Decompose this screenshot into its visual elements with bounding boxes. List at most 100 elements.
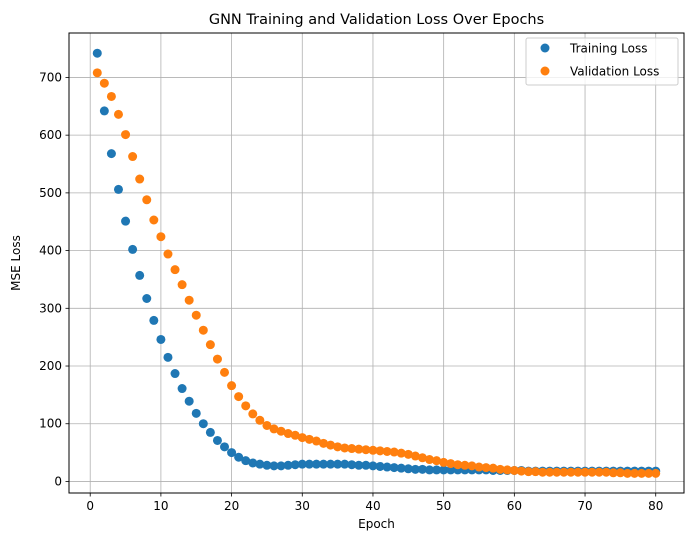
chart-title: GNN Training and Validation Loss Over Ep…: [209, 12, 544, 28]
training-loss-point: [262, 460, 272, 470]
validation-loss-point: [262, 420, 272, 430]
validation-loss-point: [234, 392, 244, 402]
validation-loss-point: [559, 467, 569, 477]
validation-loss-point: [276, 426, 286, 436]
legend-marker-training-loss: [540, 43, 550, 53]
validation-loss-point: [149, 215, 159, 225]
training-loss-point: [290, 460, 300, 470]
validation-loss-point: [297, 433, 307, 443]
training-loss-point: [227, 448, 237, 458]
validation-loss-point: [417, 453, 427, 463]
training-loss-point: [106, 149, 116, 159]
training-loss-point: [149, 315, 159, 325]
training-loss-point: [234, 452, 244, 462]
points-layer: [92, 48, 661, 478]
validation-loss-point: [488, 463, 498, 473]
validation-loss-point: [587, 467, 597, 477]
legend-label-training-loss: Training Loss: [569, 42, 647, 56]
training-loss-point: [198, 419, 208, 429]
y-tick-label: 300: [39, 301, 62, 315]
validation-loss-point: [283, 429, 293, 439]
training-loss-point: [283, 460, 293, 470]
training-loss-point: [92, 48, 102, 58]
training-loss-point: [382, 462, 392, 472]
training-loss-point: [135, 270, 145, 280]
training-loss-point: [318, 459, 328, 469]
training-loss-point: [191, 408, 201, 418]
validation-loss-point: [311, 436, 321, 446]
training-loss-point: [297, 459, 307, 469]
validation-loss-point: [241, 401, 251, 411]
training-loss-point: [410, 464, 420, 474]
legend: Training Loss Validation Loss: [525, 37, 679, 86]
y-tick-label: 200: [39, 359, 62, 373]
legend-label-validation-loss: Validation Loss: [570, 65, 659, 79]
validation-loss-point: [92, 68, 102, 78]
training-loss-point: [99, 106, 109, 116]
validation-loss-point: [516, 466, 526, 476]
validation-loss-point: [382, 446, 392, 456]
validation-loss-point: [594, 467, 604, 477]
validation-loss-point: [432, 456, 442, 466]
validation-loss-point: [566, 467, 576, 477]
validation-loss-point: [191, 310, 201, 320]
training-loss-point: [347, 460, 357, 470]
validation-loss-point: [439, 457, 449, 467]
training-loss-point: [389, 463, 399, 473]
validation-loss-point: [375, 446, 385, 456]
validation-loss-point: [333, 442, 343, 452]
validation-loss-point: [630, 468, 640, 478]
grid-layer: [69, 33, 684, 493]
validation-loss-point: [573, 467, 583, 477]
y-tick-label: 700: [39, 70, 62, 84]
validation-loss-point: [354, 444, 364, 454]
training-loss-point: [340, 459, 350, 469]
validation-loss-point: [99, 78, 109, 88]
validation-loss-point: [644, 468, 654, 478]
validation-loss-point: [290, 430, 300, 440]
validation-loss-point: [205, 340, 215, 350]
validation-loss-point: [135, 174, 145, 184]
validation-loss-point: [255, 415, 265, 425]
training-loss-point: [304, 459, 314, 469]
x-tick-label: 30: [295, 499, 310, 513]
validation-loss-point: [509, 465, 519, 475]
validation-loss-point: [177, 280, 187, 290]
x-tick-label: 0: [86, 499, 94, 513]
x-axis-label: Epoch: [358, 517, 395, 531]
validation-loss-point: [460, 460, 470, 470]
validation-loss-point: [326, 440, 336, 450]
training-loss-point: [248, 458, 258, 468]
y-tick-label: 400: [39, 244, 62, 258]
training-loss-point: [396, 463, 406, 473]
validation-loss-point: [453, 460, 463, 470]
validation-loss-point: [163, 249, 173, 259]
x-tick-label: 60: [507, 499, 522, 513]
training-loss-point: [375, 461, 385, 471]
training-loss-point: [212, 435, 222, 445]
x-tick-label: 10: [153, 499, 168, 513]
validation-loss-point: [481, 463, 491, 473]
training-loss-point: [113, 184, 123, 194]
training-loss-point: [170, 369, 180, 379]
y-tick-label: 500: [39, 186, 62, 200]
validation-loss-point: [128, 152, 138, 162]
validation-loss-point: [340, 443, 350, 453]
legend-marker-validation-loss: [540, 66, 550, 76]
training-loss-point: [417, 464, 427, 474]
validation-loss-point: [403, 449, 413, 459]
y-tick-label: 600: [39, 128, 62, 142]
training-loss-point: [439, 465, 449, 475]
training-loss-point: [361, 460, 371, 470]
validation-loss-point: [637, 468, 647, 478]
validation-loss-point: [425, 455, 435, 465]
training-loss-point: [333, 459, 343, 469]
training-loss-point: [128, 244, 138, 254]
validation-loss-point: [347, 444, 357, 454]
training-loss-point: [163, 352, 173, 362]
validation-loss-point: [156, 232, 166, 242]
validation-loss-point: [580, 467, 590, 477]
training-loss-point: [432, 465, 442, 475]
